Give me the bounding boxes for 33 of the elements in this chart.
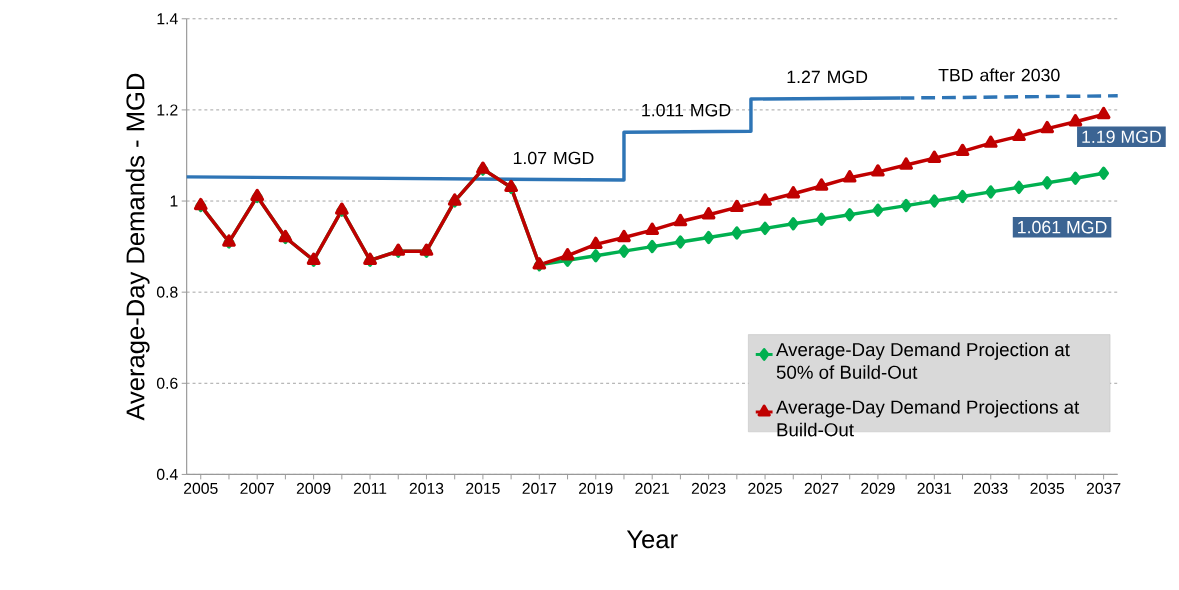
x-tick-label: 2027 — [804, 482, 839, 494]
y-tick-label: 0.4 — [156, 468, 178, 480]
x-tick-label: 2023 — [691, 482, 726, 494]
x-tick-label: 2007 — [240, 482, 274, 494]
x-axis-title: Year — [626, 530, 678, 549]
x-tick-label: 2025 — [748, 482, 782, 494]
x-tick-label: 2005 — [184, 482, 218, 494]
y-tick-label: 0.6 — [156, 377, 178, 389]
annotation: 1.061 MGD — [1018, 220, 1107, 234]
annotation: TBD after 2030 — [938, 68, 1060, 82]
annotation: 1.19 MGD — [1082, 130, 1161, 143]
y-tick-label: 1 — [170, 195, 178, 207]
x-tick-label: 2019 — [579, 482, 613, 494]
annotation: 1.27 MGD — [787, 70, 868, 84]
x-tick-label: 2011 — [353, 482, 387, 494]
x-tick-label: 2037 — [1086, 482, 1121, 494]
y-tick-label: 0.8 — [156, 286, 178, 298]
y-tick-label: 1.2 — [157, 104, 178, 116]
x-tick-label: 2029 — [861, 482, 895, 494]
annotation: 1.07 MGD — [513, 151, 594, 165]
annotation: 1.011 MGD — [642, 103, 731, 117]
legend-label: Average-Day Demand Projections at Build-Out — [776, 399, 1080, 437]
x-tick-label: 2017 — [522, 482, 557, 494]
x-tick-label: 2033 — [974, 482, 1008, 494]
y-axis-title: Average-Day Demands - MGD — [125, 73, 150, 421]
x-tick-label: 2021 — [635, 482, 669, 494]
x-tick-label: 2015 — [466, 482, 500, 494]
legend-label: Average-Day Demand Projection at 50% of Build-Out — [776, 342, 1070, 379]
x-tick-label: 2031 — [917, 482, 952, 494]
x-tick-label: 2035 — [1030, 482, 1065, 494]
x-tick-label: 2009 — [296, 482, 331, 494]
y-tick-label: 1.4 — [157, 13, 178, 25]
x-tick-label: 2013 — [409, 482, 444, 494]
